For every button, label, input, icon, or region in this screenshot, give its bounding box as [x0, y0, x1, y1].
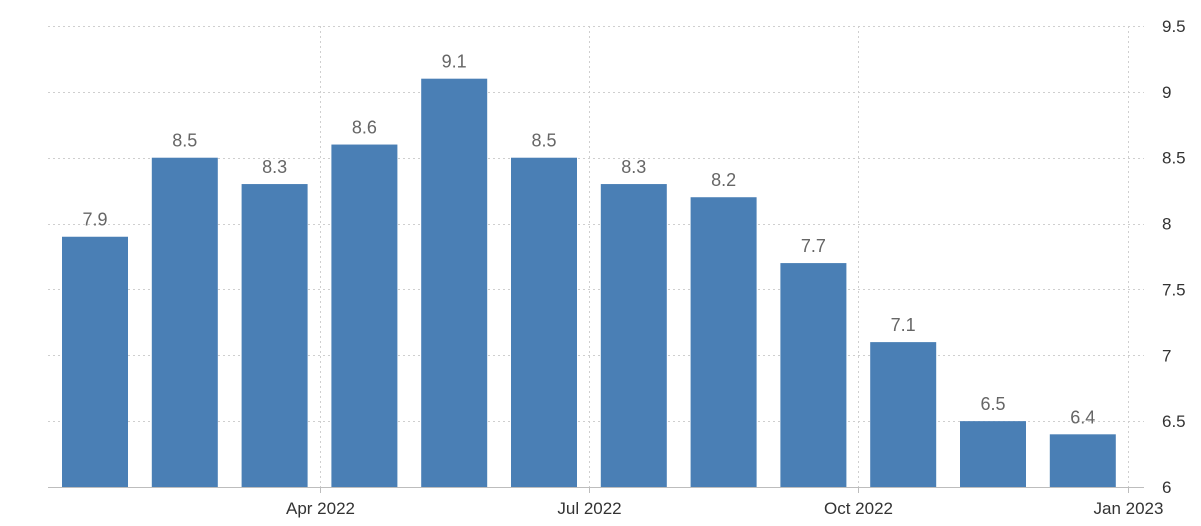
data-label: 8.3	[262, 157, 287, 177]
data-label: 8.5	[531, 131, 556, 151]
y-tick-label: 7	[1162, 346, 1171, 365]
bar	[241, 184, 308, 488]
bar	[151, 157, 218, 487]
y-tick-label: 6.5	[1162, 412, 1186, 431]
data-label: 6.5	[980, 394, 1005, 414]
y-tick-label: 8	[1162, 215, 1171, 234]
data-label: 7.9	[82, 210, 107, 230]
bar	[331, 144, 398, 488]
data-label: 8.6	[352, 118, 377, 138]
data-labels: 7.9 8.5 8.3 8.6 9.1 8.5 8.3 8.2 7.7 7.1 6.5 6.4	[82, 52, 1095, 428]
x-tick-label: Jan 2023	[1094, 499, 1164, 518]
bar	[62, 236, 128, 487]
bar	[690, 197, 757, 487]
bar	[870, 342, 937, 487]
y-tick-label: 9.5	[1162, 17, 1186, 36]
data-label: 8.2	[711, 170, 736, 190]
y-tick-label: 7.5	[1162, 280, 1186, 299]
bar	[421, 78, 488, 487]
axes: 6 6.5 7 7.5 8 8.5 9 9.5 Apr 2022 Jul 2022 Oct 2022…	[48, 17, 1186, 518]
y-tick-label: 8.5	[1162, 149, 1186, 168]
bar	[600, 184, 667, 488]
data-label: 7.7	[801, 236, 826, 256]
x-tick-label: Oct 2022	[824, 499, 893, 518]
grid-lines	[48, 26, 1144, 487]
x-tick-label: Apr 2022	[286, 499, 355, 518]
bar	[1049, 434, 1116, 487]
x-tick-label: Jul 2022	[557, 499, 621, 518]
bar	[511, 157, 577, 487]
bar	[780, 263, 847, 487]
y-tick-label: 9	[1162, 83, 1171, 102]
data-label: 8.3	[621, 157, 646, 177]
data-label: 6.4	[1070, 407, 1095, 427]
y-tick-label: 6	[1162, 478, 1171, 497]
bar	[960, 421, 1026, 487]
data-label: 8.5	[172, 131, 197, 151]
data-label: 7.1	[891, 315, 916, 335]
bars	[62, 78, 1116, 488]
data-label: 9.1	[442, 52, 467, 72]
